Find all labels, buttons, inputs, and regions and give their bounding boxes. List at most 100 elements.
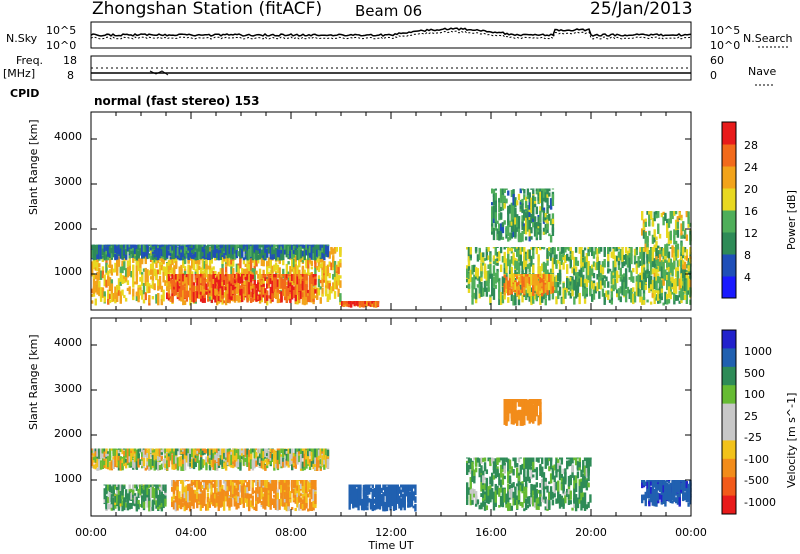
- data-cell: [680, 217, 683, 221]
- data-cell: [289, 274, 292, 275]
- data-cell: [130, 251, 133, 255]
- data-cell: [294, 294, 297, 302]
- data-cell: [110, 247, 114, 254]
- data-cell: [673, 247, 676, 257]
- data-cell: [485, 278, 489, 287]
- data-cell: [94, 244, 97, 253]
- data-cell: [619, 296, 622, 303]
- data-cell: [569, 258, 572, 269]
- data-cell: [132, 256, 135, 263]
- data-cell: [291, 245, 294, 252]
- data-cell: [96, 280, 99, 286]
- data-cell: [148, 451, 151, 460]
- data-cell: [246, 274, 249, 280]
- data-cell: [558, 273, 562, 282]
- data-cell: [207, 265, 210, 270]
- data-cell: [307, 244, 310, 250]
- data-cell: [128, 244, 131, 254]
- data-cell: [474, 267, 478, 277]
- data-cell: [689, 234, 692, 245]
- data-cell: [508, 204, 512, 214]
- data-cell: [332, 273, 335, 280]
- data-cell: [187, 453, 190, 466]
- data-cell: [551, 194, 555, 206]
- data-cell: [91, 452, 94, 459]
- data-cell: [132, 250, 135, 257]
- data-cell: [183, 250, 187, 257]
- data-cell: [312, 247, 315, 253]
- data-cell: [601, 266, 605, 275]
- data-cell: [153, 268, 156, 277]
- data-cell: [498, 230, 501, 241]
- data-cell: [528, 292, 531, 302]
- data-cell: [603, 262, 606, 268]
- data-cell: [91, 293, 94, 297]
- data-cell: [169, 264, 172, 271]
- data-cell: [212, 266, 215, 270]
- data-cell: [564, 289, 567, 293]
- data-cell: [146, 282, 149, 294]
- data-cell: [294, 300, 297, 305]
- data-cell: [264, 293, 267, 304]
- data-cell: [641, 265, 644, 274]
- data-cell: [596, 266, 599, 271]
- data-cell: [91, 249, 94, 259]
- data-cell: [199, 278, 203, 284]
- data-cell: [285, 281, 289, 286]
- data-cell: [291, 249, 294, 260]
- data-cell: [242, 268, 246, 276]
- data-cell: [487, 270, 490, 284]
- data-cell: [519, 281, 522, 292]
- data-cell: [623, 261, 626, 267]
- data-cell: [303, 269, 306, 278]
- data-cell: [505, 226, 508, 235]
- data-cell: [521, 280, 524, 294]
- data-cell: [546, 248, 549, 259]
- data-cell: [248, 257, 251, 263]
- data-cell: [137, 253, 140, 259]
- data-cell: [567, 278, 571, 288]
- data-cell: [223, 286, 226, 291]
- data-cell: [658, 293, 662, 299]
- data-cell: [233, 279, 237, 284]
- data-cell: [237, 295, 240, 301]
- data-cell: [164, 248, 167, 259]
- data-cell: [478, 276, 481, 286]
- data-cell: [141, 460, 144, 466]
- data-cell: [155, 251, 158, 258]
- data-cell: [653, 244, 656, 252]
- data-cell: [108, 461, 112, 469]
- data-cell: [676, 271, 680, 283]
- data-cell: [564, 247, 567, 253]
- data-cell: [149, 459, 153, 470]
- data-cell: [642, 300, 646, 305]
- data-cell: [242, 292, 246, 301]
- data-cell: [557, 281, 560, 288]
- data-cell: [230, 280, 233, 284]
- data-cell: [517, 276, 521, 282]
- data-cell: [589, 265, 592, 277]
- data-cell: [571, 276, 574, 281]
- data-cell: [249, 258, 253, 270]
- data-cell: [182, 245, 185, 257]
- data-cell: [282, 248, 285, 261]
- data-cell: [574, 247, 578, 253]
- data-cell: [657, 250, 660, 259]
- data-cell: [521, 274, 524, 275]
- data-cell: [142, 283, 146, 295]
- data-cell: [269, 286, 272, 300]
- data-cell: [633, 255, 637, 262]
- data-cell: [194, 279, 197, 283]
- data-cell: [303, 244, 306, 249]
- data-cell: [201, 285, 205, 296]
- data-cell: [173, 448, 176, 452]
- data-cell: [228, 260, 231, 267]
- data-cell: [667, 218, 671, 228]
- data-cell: [230, 266, 233, 275]
- data-cell: [294, 246, 297, 255]
- data-cell: [505, 280, 508, 289]
- data-cell: [510, 189, 514, 198]
- data-cell: [514, 292, 517, 306]
- data-cell: [137, 244, 140, 250]
- data-cell: [258, 278, 262, 283]
